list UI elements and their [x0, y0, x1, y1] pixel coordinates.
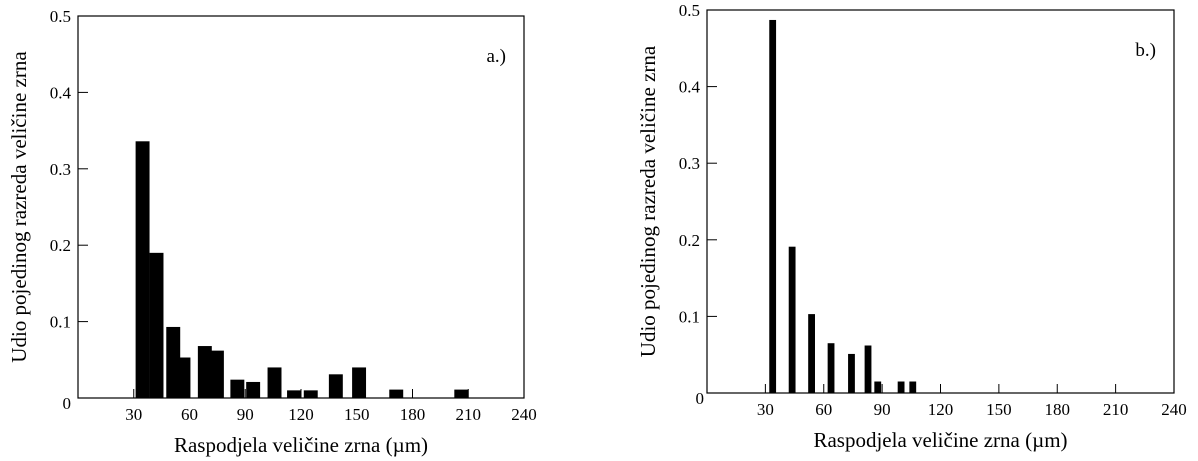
- bar-11: [303, 390, 318, 398]
- y-tick-label: 0.4: [50, 83, 72, 102]
- x-tick-label: 30: [757, 400, 774, 419]
- bar-2: [788, 246, 796, 393]
- y-tick-label: 0.4: [679, 78, 701, 97]
- x-tick-label: 180: [400, 405, 426, 424]
- x-tick-label: 90: [237, 405, 254, 424]
- bar-5: [848, 353, 855, 393]
- bar-5: [197, 346, 212, 398]
- x-axis-title: Raspodjela veličine zrna (µm): [813, 428, 1067, 452]
- x-tick-label: 240: [1161, 400, 1187, 419]
- y-tick-label: 0.2: [50, 236, 71, 255]
- bar-1: [769, 19, 777, 393]
- bar-4: [827, 343, 835, 393]
- x-axis-title: Raspodjela veličine zrna (µm): [174, 433, 428, 457]
- x-tick-label: 60: [181, 405, 198, 424]
- bar-4: [176, 357, 191, 398]
- x-tick-label: 150: [344, 405, 370, 424]
- y-axis-title: Udio pojedinog razreda veličine zrna: [7, 51, 31, 363]
- bar-1: [135, 141, 150, 398]
- panel-label: b.): [1135, 40, 1156, 61]
- y-tick-label: 0: [63, 394, 72, 413]
- bar-8: [246, 381, 261, 398]
- bar-9: [909, 381, 917, 393]
- y-tick-label: 0.1: [679, 307, 700, 326]
- bar-2: [149, 252, 164, 398]
- bar-10: [287, 390, 301, 398]
- y-tick-label: 0.3: [50, 160, 71, 179]
- bar-6: [864, 345, 872, 393]
- bar-13: [352, 367, 367, 398]
- x-tick-label: 30: [125, 405, 142, 424]
- plot-frame: [706, 9, 1175, 394]
- y-tick-label: 0.2: [679, 231, 700, 250]
- bar-14: [389, 389, 404, 398]
- y-tick-label: 0: [696, 389, 705, 408]
- x-tick-label: 120: [288, 405, 314, 424]
- y-tick-label: 0.1: [50, 313, 71, 332]
- bar-12: [328, 374, 343, 398]
- bar-8: [897, 381, 905, 393]
- x-tick-label: 120: [928, 400, 954, 419]
- x-tick-label: 90: [874, 400, 891, 419]
- bar-15: [454, 389, 469, 398]
- bar-9: [267, 367, 282, 398]
- x-tick-label: 210: [456, 405, 482, 424]
- y-tick-label: 0.5: [50, 7, 71, 26]
- y-axis-title: Udio pojedinog razreda veličine zrna: [636, 45, 660, 357]
- x-tick-label: 180: [1045, 400, 1071, 419]
- chart-a: 0 0.1 0.2 0.3 0.4 0.5 30 60 90 120 150 180 210 240 a.)…: [7, 7, 537, 457]
- x-tick-label: 240: [511, 405, 537, 424]
- panel-label: a.): [486, 46, 506, 67]
- x-tick-label: 60: [815, 400, 832, 419]
- bar-7: [230, 379, 245, 398]
- y-tick-label: 0.3: [679, 154, 700, 173]
- bar-7: [874, 381, 882, 393]
- chart-b: 0 0.1 0.2 0.3 0.4 0.5 30 60 90 120 150 180 210 240 b.)…: [636, 1, 1187, 452]
- x-tick-label: 150: [986, 400, 1012, 419]
- x-tick-label: 210: [1103, 400, 1129, 419]
- bar-3: [808, 314, 815, 393]
- y-tick-label: 0.5: [679, 1, 700, 20]
- bar-6: [209, 350, 224, 398]
